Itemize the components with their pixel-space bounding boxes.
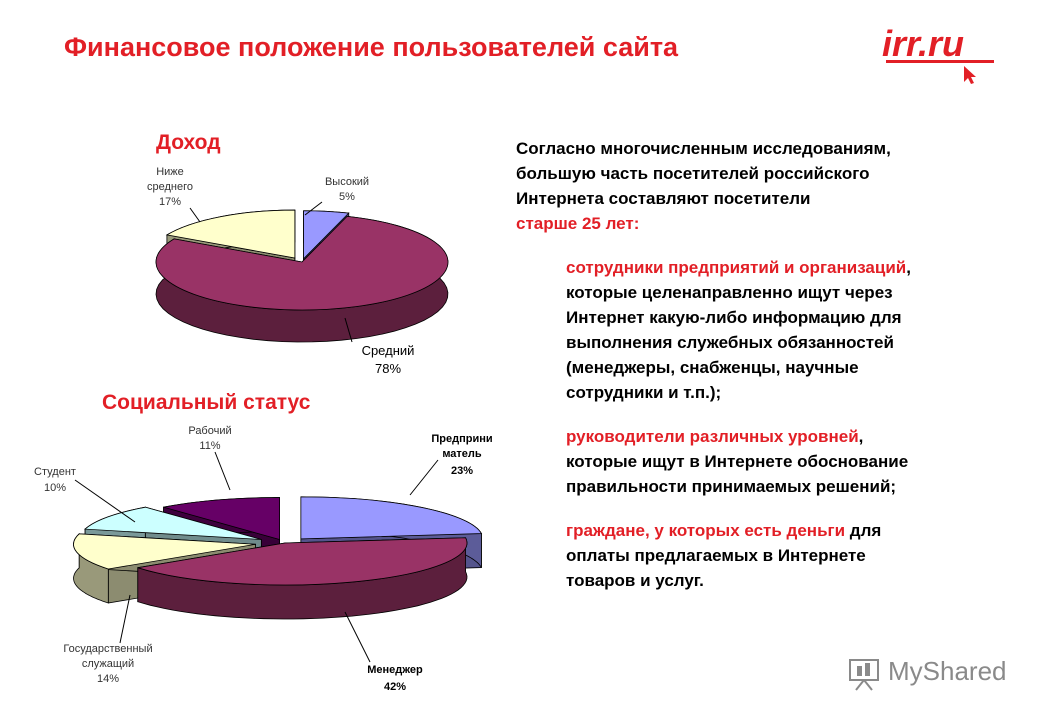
label-entre-pct: 23% — [451, 465, 473, 477]
label-student-pct: 10% — [44, 482, 66, 494]
watermark-text: MyShared — [888, 656, 1007, 686]
intro-line: Интернета составляют посетители — [516, 189, 811, 208]
item3-line: товаров и услуг. — [566, 571, 704, 590]
item1-line: Интернет какую-либо информацию для — [566, 308, 902, 327]
intro-line: большую часть посетителей российского — [516, 164, 870, 183]
label-civil-pct: 14% — [97, 673, 119, 685]
intro-line: Согласно многочисленным исследованиям, — [516, 139, 891, 158]
pie-top — [155, 215, 449, 311]
item2-line: которые ищут в Интернете обоснование — [566, 452, 909, 471]
item1-comma: , — [906, 258, 911, 277]
leader-entre — [409, 459, 439, 496]
label-high-pct: 5% — [339, 191, 355, 203]
page-title: Финансовое положение пользователей сайта — [64, 32, 679, 62]
presentation-icon — [849, 659, 879, 691]
label-below-pct: 17% — [159, 196, 181, 208]
item1-highlight: сотрудники предприятий и организаций — [566, 258, 907, 277]
pie-top — [300, 496, 483, 540]
social-pie-chart — [73, 496, 483, 620]
logo-text: irr.ru — [882, 23, 964, 64]
item2-line: правильности принимаемых решений; — [566, 477, 897, 496]
irr-logo: irr.ru — [882, 23, 994, 84]
pie-top — [163, 497, 280, 541]
label-civil-line2: служащий — [82, 658, 134, 670]
pie-slice-1 — [137, 537, 468, 620]
label-worker-pct: 11% — [199, 440, 220, 452]
item1-line: сотрудники и т.п.); — [566, 383, 722, 402]
item2-comma: , — [858, 427, 864, 446]
leader-avg — [344, 317, 353, 343]
pie-slice-1 — [155, 215, 449, 343]
pie-top — [73, 533, 256, 570]
leader-below — [189, 207, 201, 223]
leader-manager — [344, 611, 371, 663]
logo-underline — [886, 60, 994, 63]
label-entre-line2: матель — [442, 448, 482, 460]
intro-highlight: старше 25 лет: — [516, 214, 640, 233]
label-avg-name: Средний — [362, 343, 415, 358]
item3-rest: для — [845, 521, 882, 540]
item3-highlight: граждане, у которых есть деньги — [566, 521, 846, 540]
pie-top — [165, 209, 296, 259]
cursor-icon — [964, 66, 976, 84]
pie-top — [137, 537, 468, 586]
item1-line: сотрудники предприятий и организаций, — [566, 255, 1016, 280]
label-entre-line1: Предприни — [431, 433, 492, 445]
myshared-watermark — [849, 659, 879, 691]
item2-line: руководители различных уровней, — [566, 424, 1016, 449]
item2-highlight: руководители различных уровней — [566, 427, 859, 446]
label-civil-line1: Государственный — [63, 643, 152, 655]
item1-line: выполнения служебных обязанностей — [566, 333, 894, 352]
leader-worker — [214, 451, 231, 491]
item3-line: оплаты предлагаемых в Интернете — [566, 546, 866, 565]
label-below-line2: среднего — [147, 181, 193, 193]
label-avg-pct: 78% — [375, 361, 401, 376]
leader-high — [304, 201, 323, 216]
pie-top — [84, 506, 262, 540]
label-manager-pct: 42% — [384, 681, 406, 693]
label-student-name: Студент — [34, 466, 76, 478]
text-block: Согласно многочисленным исследованиям, б… — [516, 136, 1016, 593]
pie-top — [303, 210, 350, 260]
income-pie-chart — [155, 209, 449, 343]
income-chart-title: Доход — [156, 131, 221, 154]
label-manager-name: Менеджер — [367, 664, 423, 676]
label-high-name: Высокий — [325, 176, 369, 188]
label-below-line1: Ниже — [156, 166, 184, 178]
label-worker-name: Рабочий — [188, 425, 231, 437]
item1-line: которые целенаправленно ищут через — [566, 283, 893, 302]
social-chart-title: Социальный статус — [102, 391, 311, 414]
item1-line: (менеджеры, снабженцы, научные — [566, 358, 859, 377]
item3-line: граждане, у которых есть деньги для — [566, 518, 1016, 543]
leader-civil — [119, 594, 131, 644]
leader-student — [74, 479, 136, 523]
